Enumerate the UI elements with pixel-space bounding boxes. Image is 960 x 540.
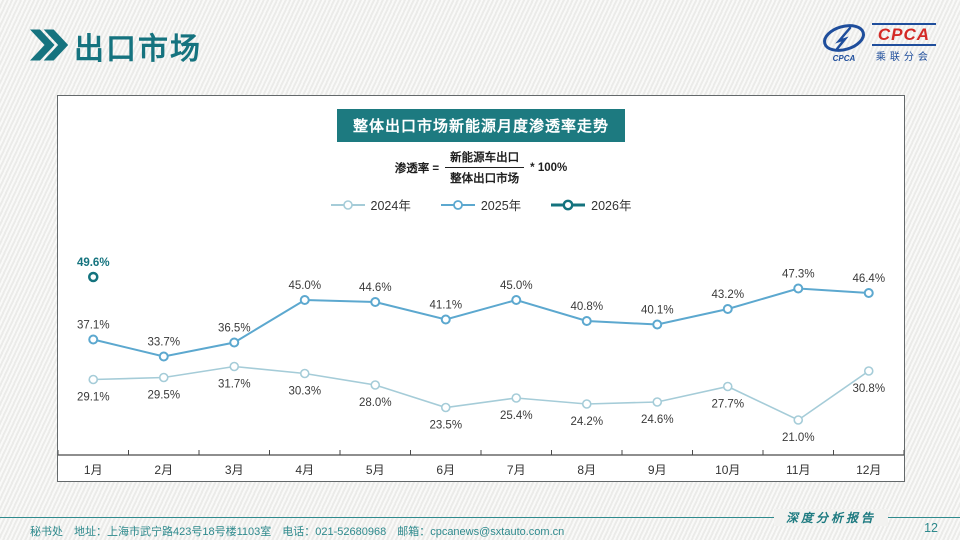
data-point-2025年 bbox=[722, 304, 733, 314]
page-number: 12 bbox=[924, 521, 938, 535]
data-label-2025年: 45.0% bbox=[500, 280, 533, 292]
data-label-2024年: 29.5% bbox=[147, 390, 180, 402]
data-point-2025年 bbox=[863, 288, 874, 298]
legend-label: 2024年 bbox=[370, 199, 411, 213]
data-label-2025年: 40.1% bbox=[641, 305, 674, 317]
data-label-2025年: 46.4% bbox=[852, 273, 885, 285]
data-point-2025年 bbox=[229, 337, 240, 348]
logo-oval-caption: CPCA bbox=[832, 54, 855, 63]
chart-title: 整体出口市场新能源月度渗透率走势 bbox=[336, 109, 625, 142]
report-type-label: 深度分析报告 bbox=[773, 509, 888, 526]
data-point-2025年 bbox=[440, 314, 451, 325]
series-line-2025年 bbox=[93, 287, 869, 358]
legend-swatch-2024 bbox=[330, 199, 365, 210]
formula-rhs: * 100% bbox=[530, 161, 568, 174]
data-point-2024年 bbox=[722, 381, 733, 392]
cpca-logo: CPCA CPCA 乘联分会 bbox=[820, 22, 936, 64]
data-point-2025年 bbox=[158, 351, 169, 362]
data-point-2024年 bbox=[299, 368, 310, 379]
data-label-2025年: 43.2% bbox=[711, 289, 744, 301]
data-point-2024年 bbox=[158, 372, 169, 383]
data-point-2026年 bbox=[88, 271, 99, 283]
data-label-2024年: 31.7% bbox=[218, 379, 251, 391]
formula: 渗透率 = 新能源车出口 整体出口市场 * 100% bbox=[58, 149, 904, 186]
data-point-2024年 bbox=[370, 380, 381, 390]
x-axis-label: 4月 bbox=[295, 463, 314, 477]
x-axis-label: 2月 bbox=[154, 463, 173, 477]
data-label-2024年: 27.7% bbox=[711, 399, 744, 411]
data-label-2025年: 41.1% bbox=[429, 300, 462, 312]
data-point-2024年 bbox=[793, 415, 804, 425]
data-point-2025年 bbox=[511, 295, 522, 305]
data-point-2025年 bbox=[652, 319, 663, 330]
data-point-2025年 bbox=[299, 295, 310, 305]
x-axis-label: 12月 bbox=[856, 463, 881, 477]
x-axis-label: 9月 bbox=[648, 463, 667, 477]
series-line-2024年 bbox=[93, 365, 870, 421]
logo-brand-chinese: 乘联分会 bbox=[875, 52, 932, 64]
x-axis-label: 3月 bbox=[225, 463, 244, 477]
legend-label: 2025年 bbox=[480, 199, 522, 213]
formula-fraction: 新能源车出口 整体出口市场 bbox=[445, 149, 525, 186]
cpca-logo-oval-icon: CPCA bbox=[822, 24, 865, 63]
data-label-2024年: 30.8% bbox=[852, 383, 885, 395]
data-point-2025年 bbox=[581, 316, 592, 326]
logo-brand: CPCA bbox=[871, 22, 936, 47]
data-point-2025年 bbox=[793, 283, 804, 294]
legend-swatch-2026 bbox=[551, 199, 586, 210]
chart-legend: 2024年 2025年 2026年 bbox=[58, 195, 904, 214]
x-axis-label: 6月 bbox=[436, 463, 455, 477]
data-label-2024年: 21.0% bbox=[782, 432, 815, 444]
data-label-2024年: 24.6% bbox=[641, 414, 674, 426]
footer-contact-info: 秘书处 地址：上海市武宁路423号18号楼1103室 电话：021-526809… bbox=[30, 526, 565, 538]
data-point-2024年 bbox=[863, 366, 874, 376]
data-point-2024年 bbox=[440, 402, 451, 413]
chart-header: 整体出口市场新能源月度渗透率走势 渗透率 = 新能源车出口 整体出口市场 * 1… bbox=[58, 109, 904, 214]
data-label-2024年: 25.4% bbox=[500, 410, 533, 422]
x-axis-label: 5月 bbox=[366, 463, 385, 477]
x-axis-label: 10月 bbox=[715, 463, 740, 477]
formula-numerator: 新能源车出口 bbox=[445, 149, 525, 168]
x-axis-label: 1月 bbox=[84, 463, 103, 477]
data-label-2024年: 28.0% bbox=[359, 397, 392, 409]
data-label-2026年: 49.6% bbox=[77, 257, 110, 269]
legend-item-2024: 2024年 bbox=[330, 195, 411, 214]
legend-item-2026: 2026年 bbox=[551, 195, 631, 214]
data-label-2024年: 30.3% bbox=[288, 386, 321, 398]
data-label-2025年: 36.5% bbox=[218, 323, 251, 335]
data-label-2024年: 29.1% bbox=[77, 392, 110, 404]
penetration-line-chart: 1月 2月 3月 4月 5月 6月 7月 8月 9月 10月 11月 12月 29.1% 29.5% 31.… bbox=[58, 257, 904, 477]
legend-item-2025: 2025年 bbox=[440, 195, 522, 214]
logo-text: CPCA 乘联分会 bbox=[871, 22, 936, 64]
x-axis-label: 8月 bbox=[577, 463, 596, 477]
formula-denominator: 整体出口市场 bbox=[450, 173, 520, 185]
x-axis-label: 7月 bbox=[507, 463, 526, 477]
x-axis-label: 11月 bbox=[786, 463, 810, 477]
data-point-2025年 bbox=[370, 297, 381, 307]
data-label-2025年: 37.1% bbox=[77, 320, 110, 332]
data-label-2025年: 33.7% bbox=[147, 337, 180, 349]
data-label-2024年: 23.5% bbox=[429, 420, 462, 432]
data-point-2024年 bbox=[229, 361, 240, 372]
data-point-2024年 bbox=[652, 397, 663, 407]
legend-label: 2026年 bbox=[591, 199, 632, 213]
page-title: 出口市场 bbox=[74, 33, 202, 66]
data-point-2024年 bbox=[581, 399, 592, 409]
data-point-2025年 bbox=[88, 334, 99, 345]
data-label-2025年: 44.6% bbox=[359, 282, 392, 294]
legend-swatch-2025 bbox=[440, 199, 475, 210]
footer-divider bbox=[0, 517, 960, 518]
data-label-2025年: 45.0% bbox=[288, 280, 321, 292]
data-label-2025年: 47.3% bbox=[782, 269, 815, 281]
data-point-2024年 bbox=[511, 393, 522, 403]
data-label-2025年: 40.8% bbox=[570, 301, 603, 313]
data-point-2024年 bbox=[88, 374, 99, 385]
data-label-2024年: 24.2% bbox=[570, 416, 603, 428]
double-chevron-icon bbox=[30, 29, 69, 61]
chart-panel: 1月 2月 3月 4月 5月 6月 7月 8月 9月 10月 11月 12月 29.1% 29.5% 31.… bbox=[57, 95, 905, 482]
formula-lhs: 渗透率 = bbox=[394, 162, 440, 175]
